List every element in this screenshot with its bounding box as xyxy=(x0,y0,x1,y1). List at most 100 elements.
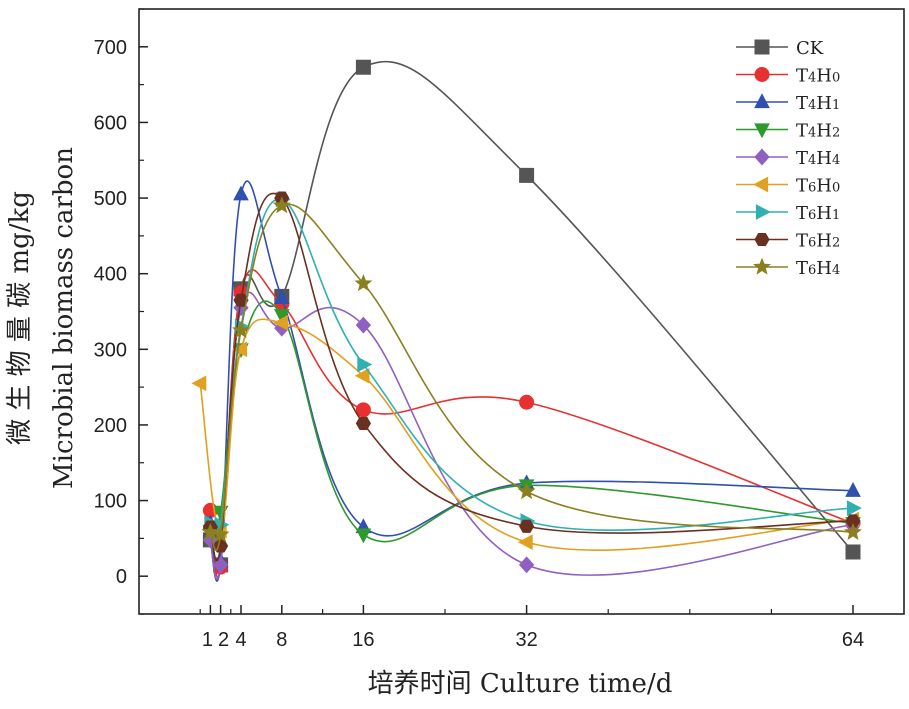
x-axis-title: 培养时间 Culture time/d xyxy=(368,669,673,699)
data-point xyxy=(232,320,250,339)
y-tick-label: 600 xyxy=(94,112,127,134)
legend-label-part: H xyxy=(816,121,832,142)
data-point xyxy=(273,315,288,331)
data-point xyxy=(355,528,372,544)
x-tick-label: 2 xyxy=(218,629,229,651)
data-point xyxy=(233,293,249,307)
legend-label-subscript: 1 xyxy=(832,98,840,113)
x-tick-label: 1 xyxy=(202,629,213,651)
legend-label-part: T xyxy=(796,121,808,142)
data-point xyxy=(519,394,535,410)
legend-marker xyxy=(754,123,770,139)
legend-marker xyxy=(754,232,770,247)
legend-label-part: H xyxy=(816,231,832,252)
data-point xyxy=(518,556,535,574)
data-point xyxy=(845,481,861,497)
legend-marker xyxy=(754,148,770,166)
series-3 xyxy=(202,300,861,544)
legend-marker xyxy=(753,176,769,193)
legend-label: T6H1 xyxy=(796,203,840,224)
legend-label: T4H4 xyxy=(796,148,840,169)
data-point xyxy=(355,59,371,75)
legend-label: T4H2 xyxy=(796,121,840,142)
data-point xyxy=(273,289,290,304)
legend-marker xyxy=(754,93,770,109)
legend-label-subscript: 6 xyxy=(808,263,816,278)
y-tick-label: 500 xyxy=(94,188,127,210)
legend-label-subscript: 4 xyxy=(832,153,840,168)
data-point xyxy=(354,367,370,384)
data-point xyxy=(355,402,371,418)
legend-marker xyxy=(754,39,770,55)
y-axis: 0 100 200 300 400 500 600 700 xyxy=(94,8,148,615)
data-point xyxy=(844,522,862,540)
legend-label-subscript: 2 xyxy=(832,126,840,141)
legend-label-subscript: 4 xyxy=(808,126,816,141)
legend-label-part: T xyxy=(796,93,808,114)
data-point xyxy=(355,316,372,334)
data-point xyxy=(845,544,861,560)
legend-label-subscript: 1 xyxy=(832,208,840,223)
legend-label-part: T xyxy=(796,258,808,279)
legend-label-part: T xyxy=(796,203,808,224)
legend-marker xyxy=(755,204,771,220)
legend-label-subscript: 0 xyxy=(832,71,840,86)
legend-item: T6H4 xyxy=(736,257,840,279)
data-point xyxy=(191,375,207,392)
data-point xyxy=(273,309,290,325)
legend-label-subscript: 6 xyxy=(808,181,816,196)
y-tick-label: 400 xyxy=(94,264,127,286)
x-tick-label: 4 xyxy=(235,629,246,651)
data-point xyxy=(357,356,373,373)
legend-label: T6H4 xyxy=(796,258,840,279)
y-tick-label: 100 xyxy=(94,491,127,513)
series-line xyxy=(209,60,854,582)
data-point xyxy=(211,525,230,543)
legend-label-part: H xyxy=(816,93,832,114)
y-tick-label: 0 xyxy=(116,566,127,588)
y-tick-label: 300 xyxy=(94,339,127,361)
legend-item: T4H0 xyxy=(736,66,840,87)
y-axis-title-cn: 微 生 物 量 碳 mg/kg xyxy=(5,191,35,445)
legend-item: T4H1 xyxy=(736,93,840,114)
data-point xyxy=(517,482,536,500)
legend-item: T6H2 xyxy=(736,231,840,252)
legend-item: T6H0 xyxy=(736,176,840,197)
legend-label-part: T xyxy=(796,148,808,169)
legend-label-part: H xyxy=(816,148,832,169)
legend-label-subscript: 4 xyxy=(808,153,816,168)
legend-label-part: T xyxy=(796,176,808,197)
data-point xyxy=(201,522,220,540)
x-tick-label: 8 xyxy=(276,629,287,651)
data-point xyxy=(354,274,373,292)
x-tick-label: 16 xyxy=(352,629,374,651)
data-point xyxy=(355,416,371,430)
legend-marker xyxy=(753,257,771,275)
y-tick-label: 200 xyxy=(94,415,127,437)
data-point xyxy=(519,167,535,183)
legend-label: T4H0 xyxy=(796,66,840,87)
legend-item: T4H4 xyxy=(736,148,840,169)
series-line xyxy=(209,300,854,543)
legend-item: CK xyxy=(736,38,824,59)
series-1 xyxy=(202,268,861,579)
legend-label-subscript: 4 xyxy=(832,263,840,278)
legend-label-subscript: 4 xyxy=(808,98,816,113)
data-point xyxy=(272,196,291,214)
legend-label: T4H1 xyxy=(796,93,840,114)
data-point xyxy=(232,341,248,358)
legend-label: T6H2 xyxy=(796,231,840,252)
series-8 xyxy=(201,196,862,552)
series-line xyxy=(209,203,854,552)
legend-label-part: T xyxy=(796,231,808,252)
legend-label-subscript: 2 xyxy=(832,236,840,251)
legend-label-subscript: 0 xyxy=(832,181,840,196)
legend-label-part: H xyxy=(816,66,832,87)
data-point xyxy=(517,534,533,550)
series-line xyxy=(209,192,854,562)
legend-item: T6H1 xyxy=(736,203,840,224)
y-tick-label: 700 xyxy=(94,37,127,59)
legend-label-part: H xyxy=(816,203,832,224)
